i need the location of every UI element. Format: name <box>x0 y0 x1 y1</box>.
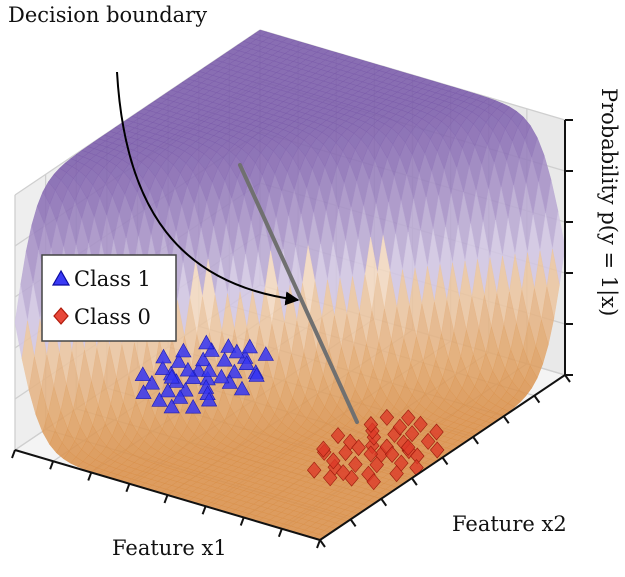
class-0-point <box>430 441 445 459</box>
class-0-point <box>413 415 428 433</box>
class-0-point <box>384 446 400 463</box>
class-1-point <box>233 380 251 396</box>
class-1-point <box>216 351 233 367</box>
y-tick <box>472 436 479 445</box>
x-tick <box>277 528 283 538</box>
class-1-point <box>200 391 218 407</box>
class-0-point <box>351 439 366 457</box>
class-1-point <box>213 368 230 384</box>
class-1-point <box>170 353 187 368</box>
class-0-point <box>369 456 384 474</box>
class-1-point <box>171 389 189 404</box>
legend-label-class-1: Class 1 <box>74 267 151 291</box>
decision-boundary-arrow <box>116 71 300 306</box>
x-tick <box>87 472 93 481</box>
class-1-point <box>184 398 202 414</box>
class-0-point <box>330 427 346 445</box>
class-1-point <box>226 363 243 379</box>
class-1-point <box>257 346 274 361</box>
legend-marker-class-0 <box>53 307 69 325</box>
class-1-point <box>154 360 171 375</box>
y-tick <box>349 518 357 527</box>
class-1-point <box>155 348 172 364</box>
class-0-point <box>307 461 322 479</box>
class-1-point <box>163 368 180 384</box>
class-1-point <box>228 343 245 359</box>
class-1-point <box>175 342 192 358</box>
probability-surface <box>14 29 566 541</box>
class-1-point <box>195 351 212 367</box>
y-tick <box>564 374 571 383</box>
y-tick <box>441 456 449 466</box>
x-tick <box>201 505 207 515</box>
y-tick <box>380 498 388 507</box>
class-0-point <box>379 408 395 426</box>
y-tick <box>533 395 541 404</box>
legend: Class 1 Class 0 <box>41 254 177 342</box>
x-axis-label: Feature x1 <box>112 536 227 560</box>
class-0-point <box>363 416 379 433</box>
class-1-point <box>238 355 255 371</box>
class-0-points <box>307 408 445 491</box>
class-0-point <box>392 418 408 436</box>
class-1-point <box>159 382 177 398</box>
legend-box <box>41 254 177 342</box>
legend-marker-class-1 <box>51 269 71 286</box>
class-0-point <box>366 473 381 491</box>
axis-ticks <box>11 119 573 549</box>
class-1-point <box>179 361 197 377</box>
class-0-point <box>363 445 378 463</box>
class-1-point <box>163 398 180 414</box>
z-axis-label: Probability p(y = 1|x) <box>596 88 621 316</box>
y-tick <box>319 539 326 548</box>
y-tick <box>502 415 510 424</box>
class-0-point <box>326 452 341 470</box>
class-0-point <box>404 425 420 443</box>
class-0-point <box>401 438 416 456</box>
class-1-point <box>241 338 258 354</box>
class-1-point <box>220 338 237 353</box>
class-1-point <box>135 384 152 399</box>
class-1-point <box>151 392 168 407</box>
class-0-point <box>316 440 331 458</box>
x-tick <box>49 460 55 470</box>
class-1-point <box>143 374 161 390</box>
x-tick <box>163 494 169 504</box>
class-0-point <box>429 423 444 441</box>
class-1-point <box>198 334 215 350</box>
legend-label-class-0: Class 0 <box>74 305 151 329</box>
class-0-point <box>323 469 338 487</box>
annotation-label: Decision boundary <box>8 3 207 27</box>
x-tick <box>11 449 16 459</box>
class-1-point <box>134 366 151 381</box>
class-1-points <box>134 334 274 414</box>
class-1-point <box>248 367 265 382</box>
x-tick <box>316 539 321 549</box>
class-0-point <box>348 455 363 473</box>
class-1-point <box>203 342 220 357</box>
class-1-point <box>201 362 218 377</box>
x-tick <box>125 483 131 493</box>
x-tick <box>239 517 245 526</box>
y-axis-label: Feature x2 <box>452 512 567 536</box>
class-0-point <box>401 409 416 427</box>
class-0-point <box>336 464 351 482</box>
class-0-point <box>389 465 404 483</box>
class-1-point <box>185 369 202 384</box>
y-tick <box>411 477 418 486</box>
class-0-point <box>420 432 436 450</box>
